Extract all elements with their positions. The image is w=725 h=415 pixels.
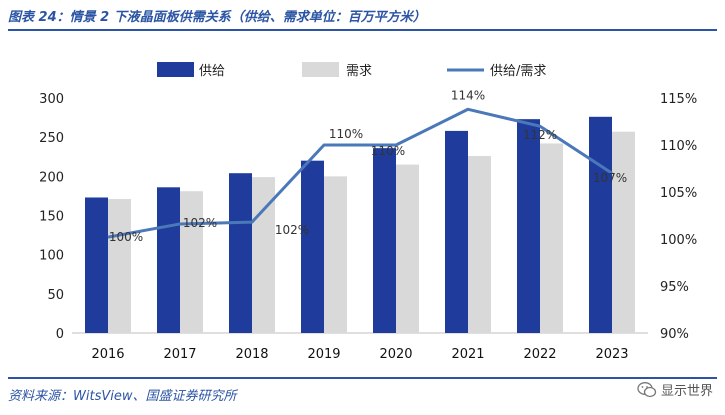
- ratio-data-label: 114%: [451, 88, 485, 102]
- y-left-tick-label: 200: [39, 170, 64, 185]
- y-left-tick-label: 100: [39, 249, 64, 264]
- x-tick-label: 2021: [451, 347, 484, 362]
- watermark-text: 显示世界: [660, 384, 713, 399]
- x-tick-label: 2016: [91, 347, 124, 362]
- y-right-tick-label: 115%: [660, 92, 697, 107]
- ratio-data-label: 102%: [275, 223, 309, 237]
- ratio-data-label: 102%: [183, 216, 217, 230]
- footer-rule: [8, 377, 717, 379]
- supply-bar: [517, 119, 540, 334]
- demand-bar: [108, 199, 131, 333]
- demand-bar: [468, 155, 491, 333]
- wechat-icon: [637, 381, 657, 397]
- x-tick-label: 2019: [307, 347, 340, 362]
- legend-label-ratio: 供给/需求: [490, 64, 546, 79]
- supply-bar: [157, 187, 180, 333]
- title-rule: [8, 29, 717, 31]
- supply-bar: [373, 148, 396, 333]
- x-tick-label: 2022: [523, 347, 556, 362]
- y-left-tick-label: 150: [39, 210, 64, 225]
- ratio-line: [107, 107, 613, 239]
- legend-swatch-supply: [157, 62, 194, 77]
- y-right-tick-label: 105%: [660, 186, 697, 201]
- supply-bar: [589, 116, 612, 333]
- demand-bar: [324, 176, 347, 333]
- y-left-tick-label: 0: [56, 327, 64, 342]
- ratio-data-label: 110%: [371, 144, 405, 158]
- figure-title: 图表 24：情景 2 下液晶面板供需关系（供给、需求单位：百万平方米）: [8, 10, 426, 25]
- supply-demand-chart: 供给 需求 供给/需求 05010015020025030090%95%100%10…: [39, 62, 697, 362]
- supply-bar: [301, 160, 324, 333]
- demand-bar: [612, 131, 635, 333]
- demand-bar: [180, 191, 203, 333]
- supply-bar: [229, 173, 252, 333]
- ratio-data-label: 110%: [329, 127, 363, 141]
- legend-label-demand: 需求: [346, 64, 372, 79]
- legend-label-supply: 供给: [199, 64, 225, 79]
- legend: 供给 需求 供给/需求: [157, 62, 546, 79]
- x-tick-label: 2017: [163, 347, 196, 362]
- y-left-tick-label: 50: [47, 288, 64, 303]
- source-note: 资料来源：WitsView、国盛证券研究所: [8, 389, 237, 404]
- y-left-tick-label: 300: [39, 92, 64, 107]
- legend-swatch-demand: [302, 62, 339, 77]
- bars: [85, 116, 635, 334]
- y-left-tick-label: 250: [39, 131, 64, 146]
- x-tick-label: 2020: [379, 347, 412, 362]
- ratio-line-group: 100% 102% 102% 110% 110% 114% 112% 107%: [107, 88, 627, 244]
- ratio-data-label: 112%: [523, 128, 557, 142]
- y-right-tick-label: 110%: [660, 139, 697, 154]
- y-right-tick-label: 95%: [660, 280, 689, 295]
- ratio-data-label: 107%: [593, 171, 627, 185]
- y-right-tick-label: 90%: [660, 327, 689, 342]
- axes: 0 50 100 150 200 250 300 90% 95% 100% 105% 110% 115%…: [39, 92, 697, 362]
- x-tick-label: 2018: [235, 347, 268, 362]
- demand-bar: [396, 164, 419, 333]
- supply-bar: [85, 197, 108, 333]
- demand-bar: [540, 143, 563, 333]
- watermark: 显示世界: [637, 380, 713, 399]
- supply-bar: [445, 130, 468, 333]
- x-tick-label: 2023: [595, 347, 628, 362]
- ratio-data-label: 100%: [109, 230, 143, 244]
- y-right-tick-label: 100%: [660, 233, 697, 248]
